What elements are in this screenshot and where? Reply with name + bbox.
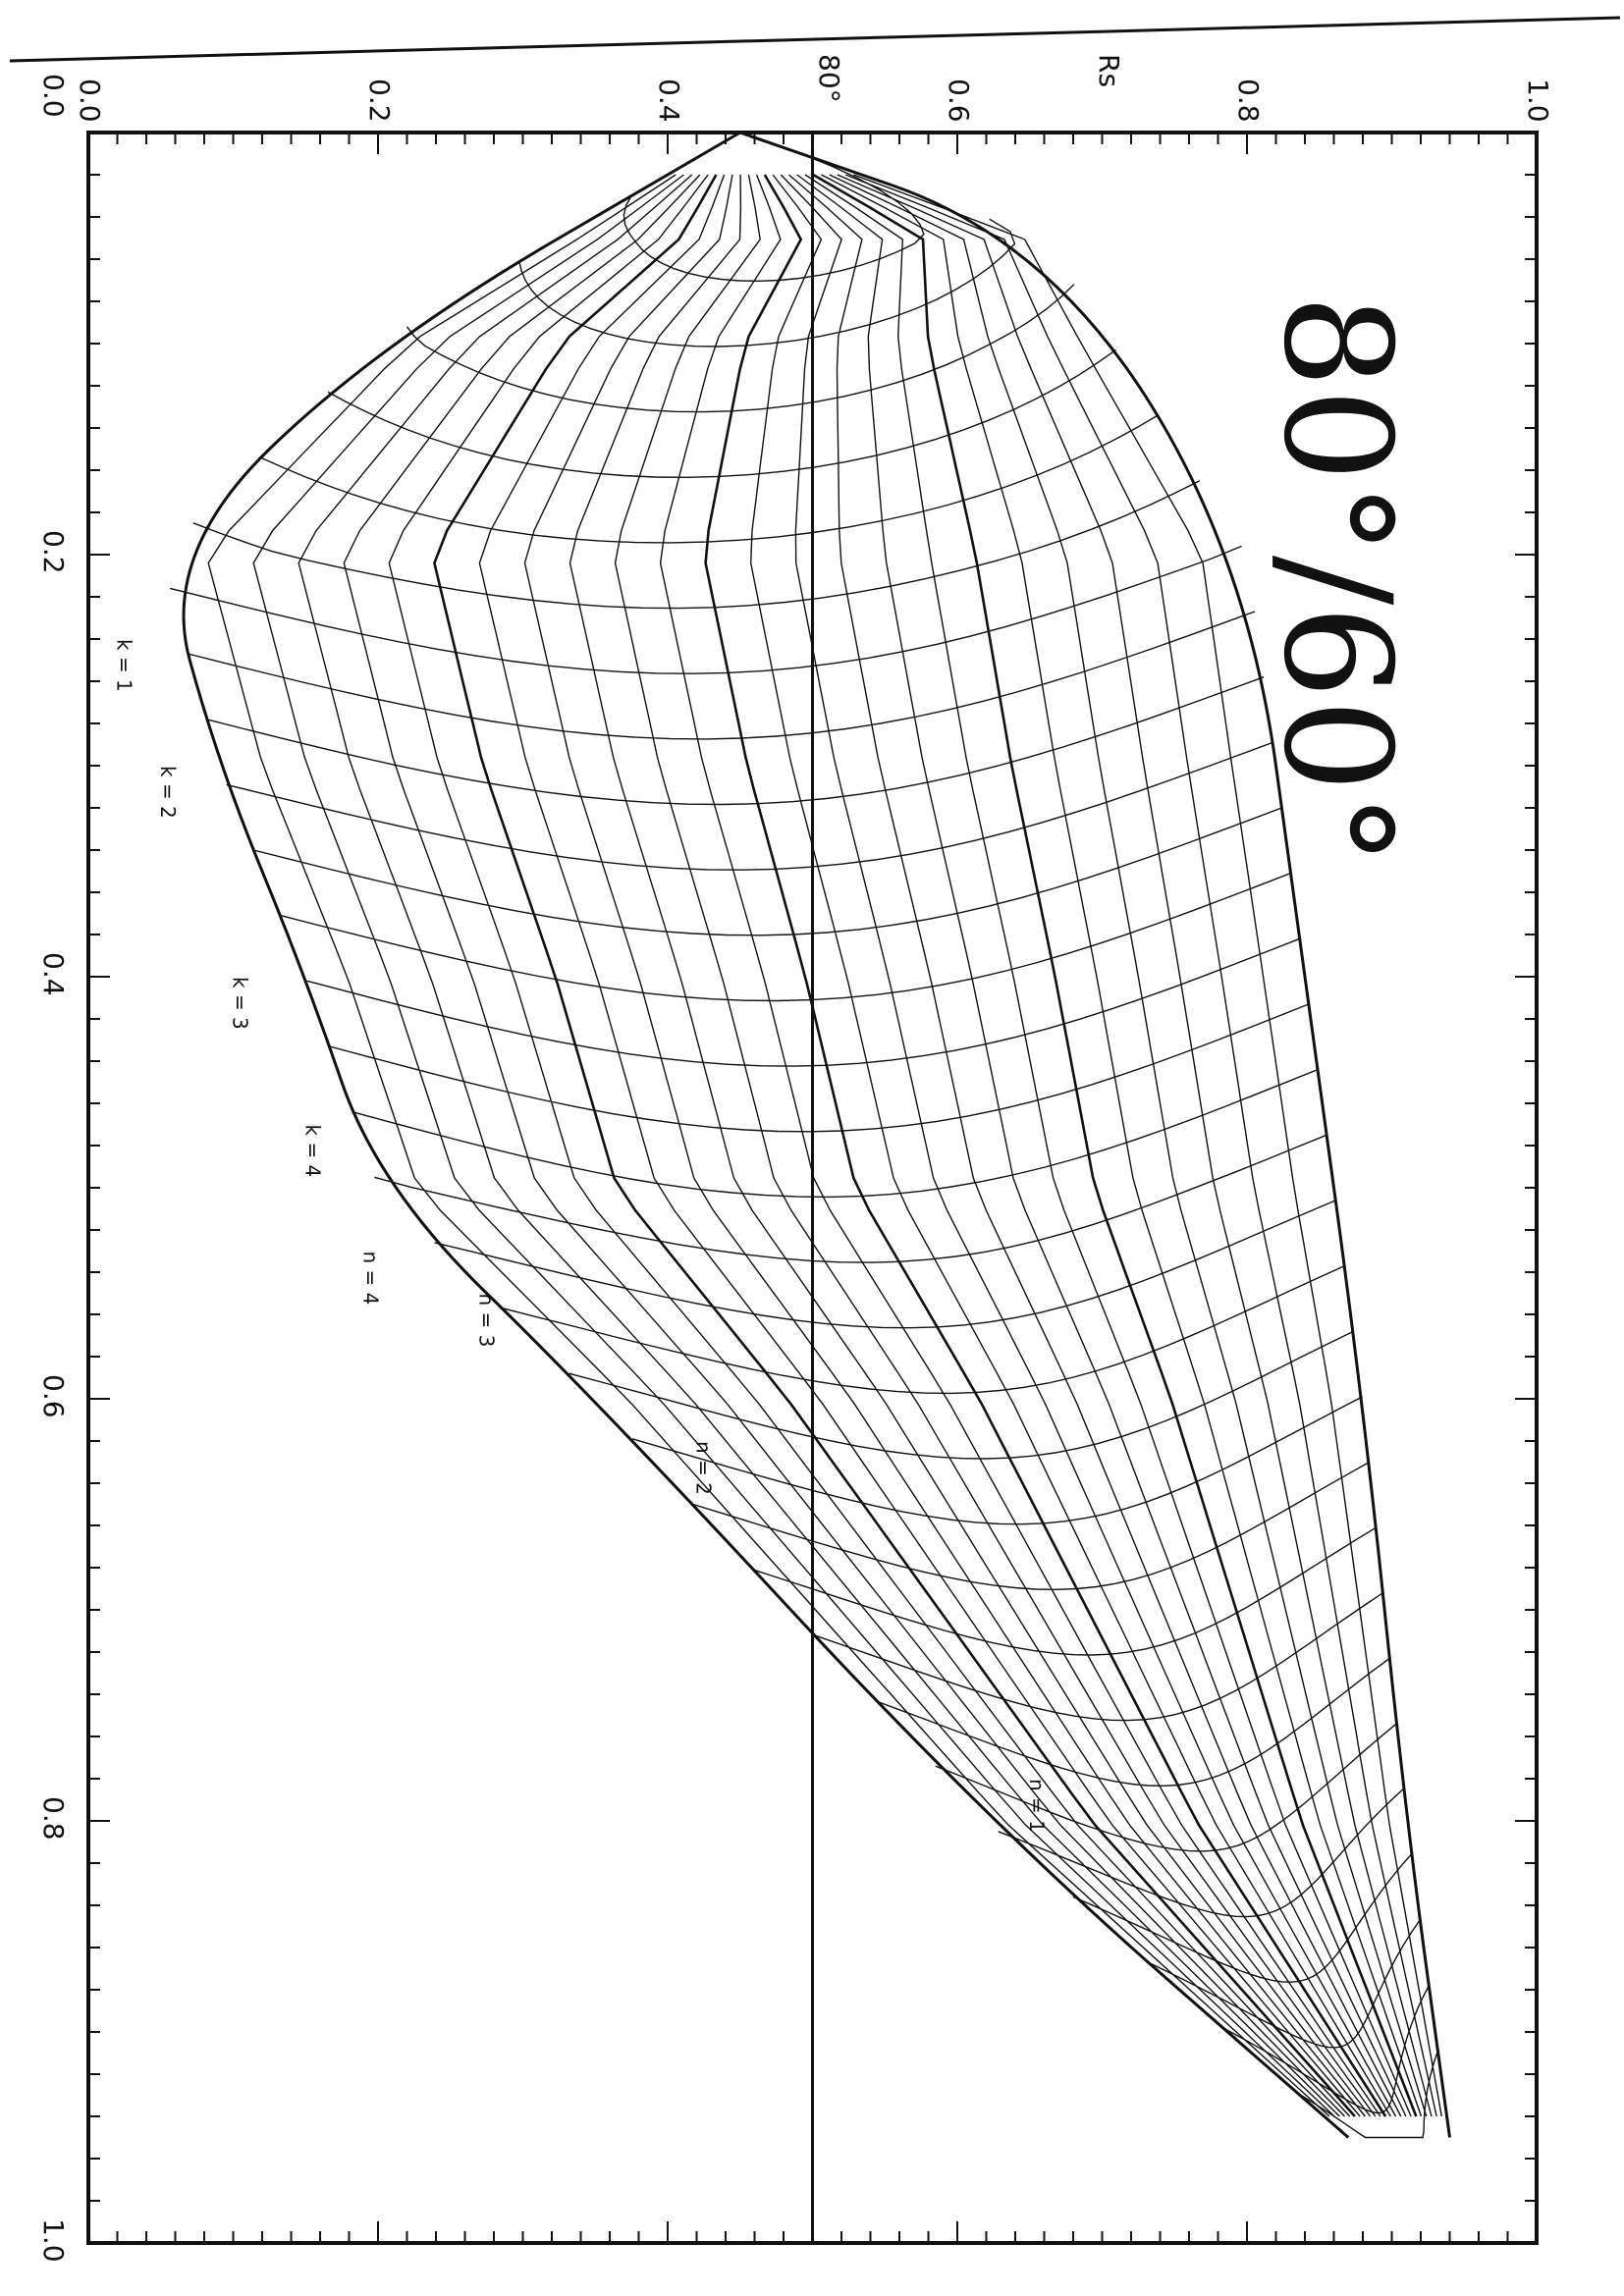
left-axis — [88, 132, 1537, 2244]
mesh-curve-n — [406, 284, 1075, 413]
mesh-curve-k — [829, 174, 1428, 2117]
top-tick-label: 0.0 — [74, 79, 106, 123]
mesh-curve-k — [207, 174, 1330, 2117]
mesh-curve-n — [518, 218, 1016, 347]
mesh-curve-n — [935, 1723, 1397, 1852]
series-label: n = 4 — [358, 1252, 382, 1306]
envelope — [182, 131, 1451, 2139]
mesh-curve-n — [874, 1657, 1390, 1788]
mesh-curve-n — [352, 1068, 1319, 1199]
mesh-curve-n — [170, 545, 1242, 674]
mesh-curve-n — [1147, 1919, 1421, 2049]
mesh-curve-k — [523, 174, 1366, 2117]
mesh-curve-k — [614, 174, 1377, 2117]
top-tick-label: 1.0 — [1522, 79, 1554, 123]
mesh-curve-k — [749, 174, 1391, 2117]
bottom-tick-label: 1.0 — [37, 2218, 70, 2263]
series-label: k = 4 — [300, 1125, 324, 1178]
mesh-curve-k — [252, 174, 1335, 2117]
mesh-curve-n — [568, 1330, 1354, 1460]
mesh-curve-n — [306, 937, 1300, 1067]
mesh-curve-n — [1222, 1985, 1430, 2114]
mesh-curve-k — [821, 174, 1423, 2117]
mesh-curve-k — [837, 174, 1433, 2117]
top-axis: 0.0 0.2 0.4 0.6 0.8 1.0 — [74, 79, 1554, 2243]
mesh-curve-n — [188, 611, 1256, 740]
mesh-curve-n — [329, 1003, 1310, 1133]
mesh-curve-n — [205, 676, 1265, 806]
mesh-curve-n — [374, 1134, 1327, 1263]
mesh-curve-n — [192, 480, 1201, 610]
mesh-curve-n — [501, 1264, 1345, 1395]
mesh-curve-n — [1072, 1853, 1412, 1983]
mesh-curve-n — [226, 741, 1273, 871]
mesh-curve-k — [788, 174, 1402, 2117]
series-label: n = 1 — [1025, 1779, 1049, 1833]
mesh-curve-k — [804, 174, 1412, 2117]
series-label: k = 2 — [156, 766, 180, 819]
mesh-curve-k — [298, 174, 1340, 2117]
series-labels: k = 1 k = 2 k = 3 k = 4 n = 4 n = 3 n = 2 n = 1 — [113, 639, 1049, 1833]
bottom-tick-label: 0.6 — [37, 1374, 70, 1418]
series-label: n = 2 — [692, 1441, 716, 1495]
mesh-curve-n — [814, 1592, 1383, 1722]
top-tick-label: 0.8 — [1232, 79, 1265, 123]
mesh-curve-n — [753, 1526, 1377, 1656]
mesh-curve-k — [812, 173, 1418, 2117]
mesh-curve-n — [280, 872, 1291, 1002]
mesh-curve-n — [692, 1461, 1370, 1591]
mesh-curve-k — [388, 174, 1351, 2117]
series-label: k = 1 — [113, 639, 136, 692]
mesh-curve-k — [844, 174, 1437, 2117]
mesh-curve-k — [704, 174, 1387, 2117]
top-tick-label: 0.4 — [653, 79, 685, 123]
mesh-grid — [170, 152, 1442, 2139]
mesh-curve-k — [796, 174, 1407, 2117]
left-tick-label: 0.0 — [37, 74, 70, 118]
mesh-curve-n — [631, 1396, 1364, 1525]
mesh-curve-n — [1297, 2051, 1439, 2139]
mesh-curve-n — [327, 348, 1116, 479]
bottom-tick-label: 0.2 — [37, 530, 70, 574]
mesh-curve-n — [998, 1789, 1404, 1918]
mesh-curve-n — [260, 414, 1159, 544]
top-scan-edge — [9, 16, 1621, 63]
mesh-curve-n — [434, 1200, 1336, 1329]
mesh-curve-k — [478, 174, 1361, 2117]
series-label: n = 3 — [474, 1294, 498, 1348]
bottom-axis: 0.2 0.4 0.6 0.8 1.0 0.0 — [37, 74, 70, 2263]
chart-title: 80°/60° — [1251, 294, 1422, 866]
mesh-curve-n — [623, 152, 925, 283]
top-axis-label: Rs — [1093, 54, 1125, 87]
outer-envelope — [739, 131, 1451, 2138]
top-axis-extra-label: 80° — [813, 54, 845, 103]
bottom-tick-label: 0.8 — [37, 1796, 70, 1841]
mesh-curve-k — [659, 174, 1381, 2117]
mesh-curve-k — [853, 174, 1442, 2117]
inner-envelope — [182, 131, 1350, 2139]
top-tick-label: 0.6 — [943, 79, 975, 123]
series-label: k = 3 — [229, 977, 252, 1030]
mesh-curve-k — [433, 174, 1356, 2117]
top-tick-label: 0.2 — [363, 79, 396, 123]
bottom-tick-label: 0.4 — [37, 952, 70, 996]
mesh-curve-k — [568, 174, 1372, 2117]
mesh-curve-k — [343, 174, 1346, 2117]
mesh-curve-n — [252, 807, 1282, 936]
mesh-curve-k — [780, 174, 1397, 2117]
